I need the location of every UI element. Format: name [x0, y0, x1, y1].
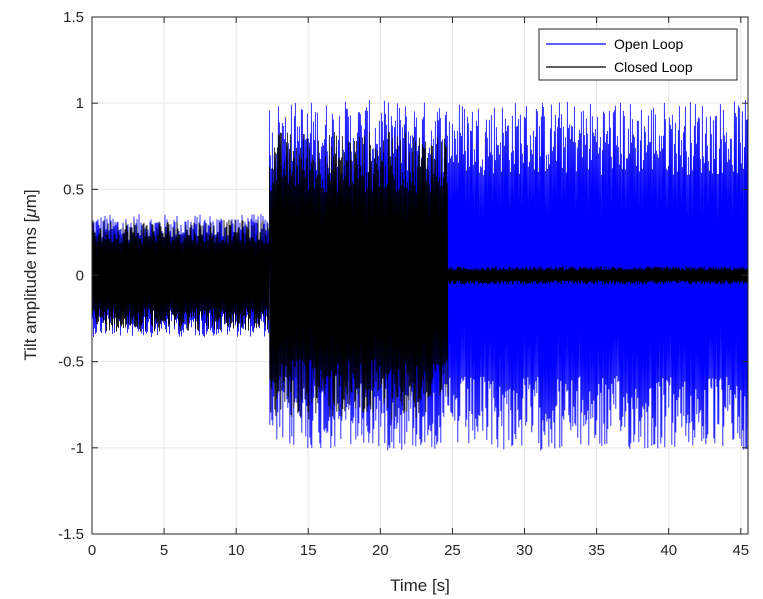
x-axis-label: Time [s]: [390, 576, 450, 595]
axis-ticks: [91, 16, 748, 535]
y-tick-label: -0.5: [58, 354, 84, 371]
x-tick-label: 25: [444, 542, 461, 559]
series-layer: [92, 100, 748, 451]
y-tick-labels: -1.5 -1 -0.5 0 0.5 1 1.5: [58, 9, 84, 543]
x-tick-label: 5: [160, 542, 168, 559]
x-tick-label: 45: [732, 542, 749, 559]
y-tick-label: -1.5: [58, 526, 84, 543]
y-tick-label: 0: [76, 268, 84, 285]
x-tick-label: 0: [88, 542, 96, 559]
y-tick-label: 1.5: [63, 9, 84, 26]
x-tick-label: 30: [516, 542, 533, 559]
x-tick-labels: 0 5 10 15 20 25 30 35 40 45: [88, 542, 749, 559]
y-tick-label: 0.5: [63, 181, 84, 198]
y-tick-label: 1: [76, 95, 84, 112]
x-tick-label: 35: [588, 542, 605, 559]
y-axis-label: Tilt amplitude rms [μm]: [21, 189, 40, 360]
series-segment: [268, 131, 449, 421]
legend-box: [538, 28, 738, 81]
y-tick-label: -1: [71, 440, 84, 457]
legend-label-closed-loop: Closed Loop: [614, 59, 693, 75]
legend: Open Loop Closed Loop: [538, 28, 738, 81]
series-segment: [92, 219, 270, 332]
x-tick-label: 15: [300, 542, 317, 559]
series-closed-loop: [92, 131, 748, 421]
series-segment: [447, 266, 748, 285]
legend-label-open-loop: Open Loop: [614, 36, 683, 52]
x-tick-label: 40: [660, 542, 677, 559]
x-tick-label: 10: [228, 542, 245, 559]
x-tick-label: 20: [372, 542, 389, 559]
